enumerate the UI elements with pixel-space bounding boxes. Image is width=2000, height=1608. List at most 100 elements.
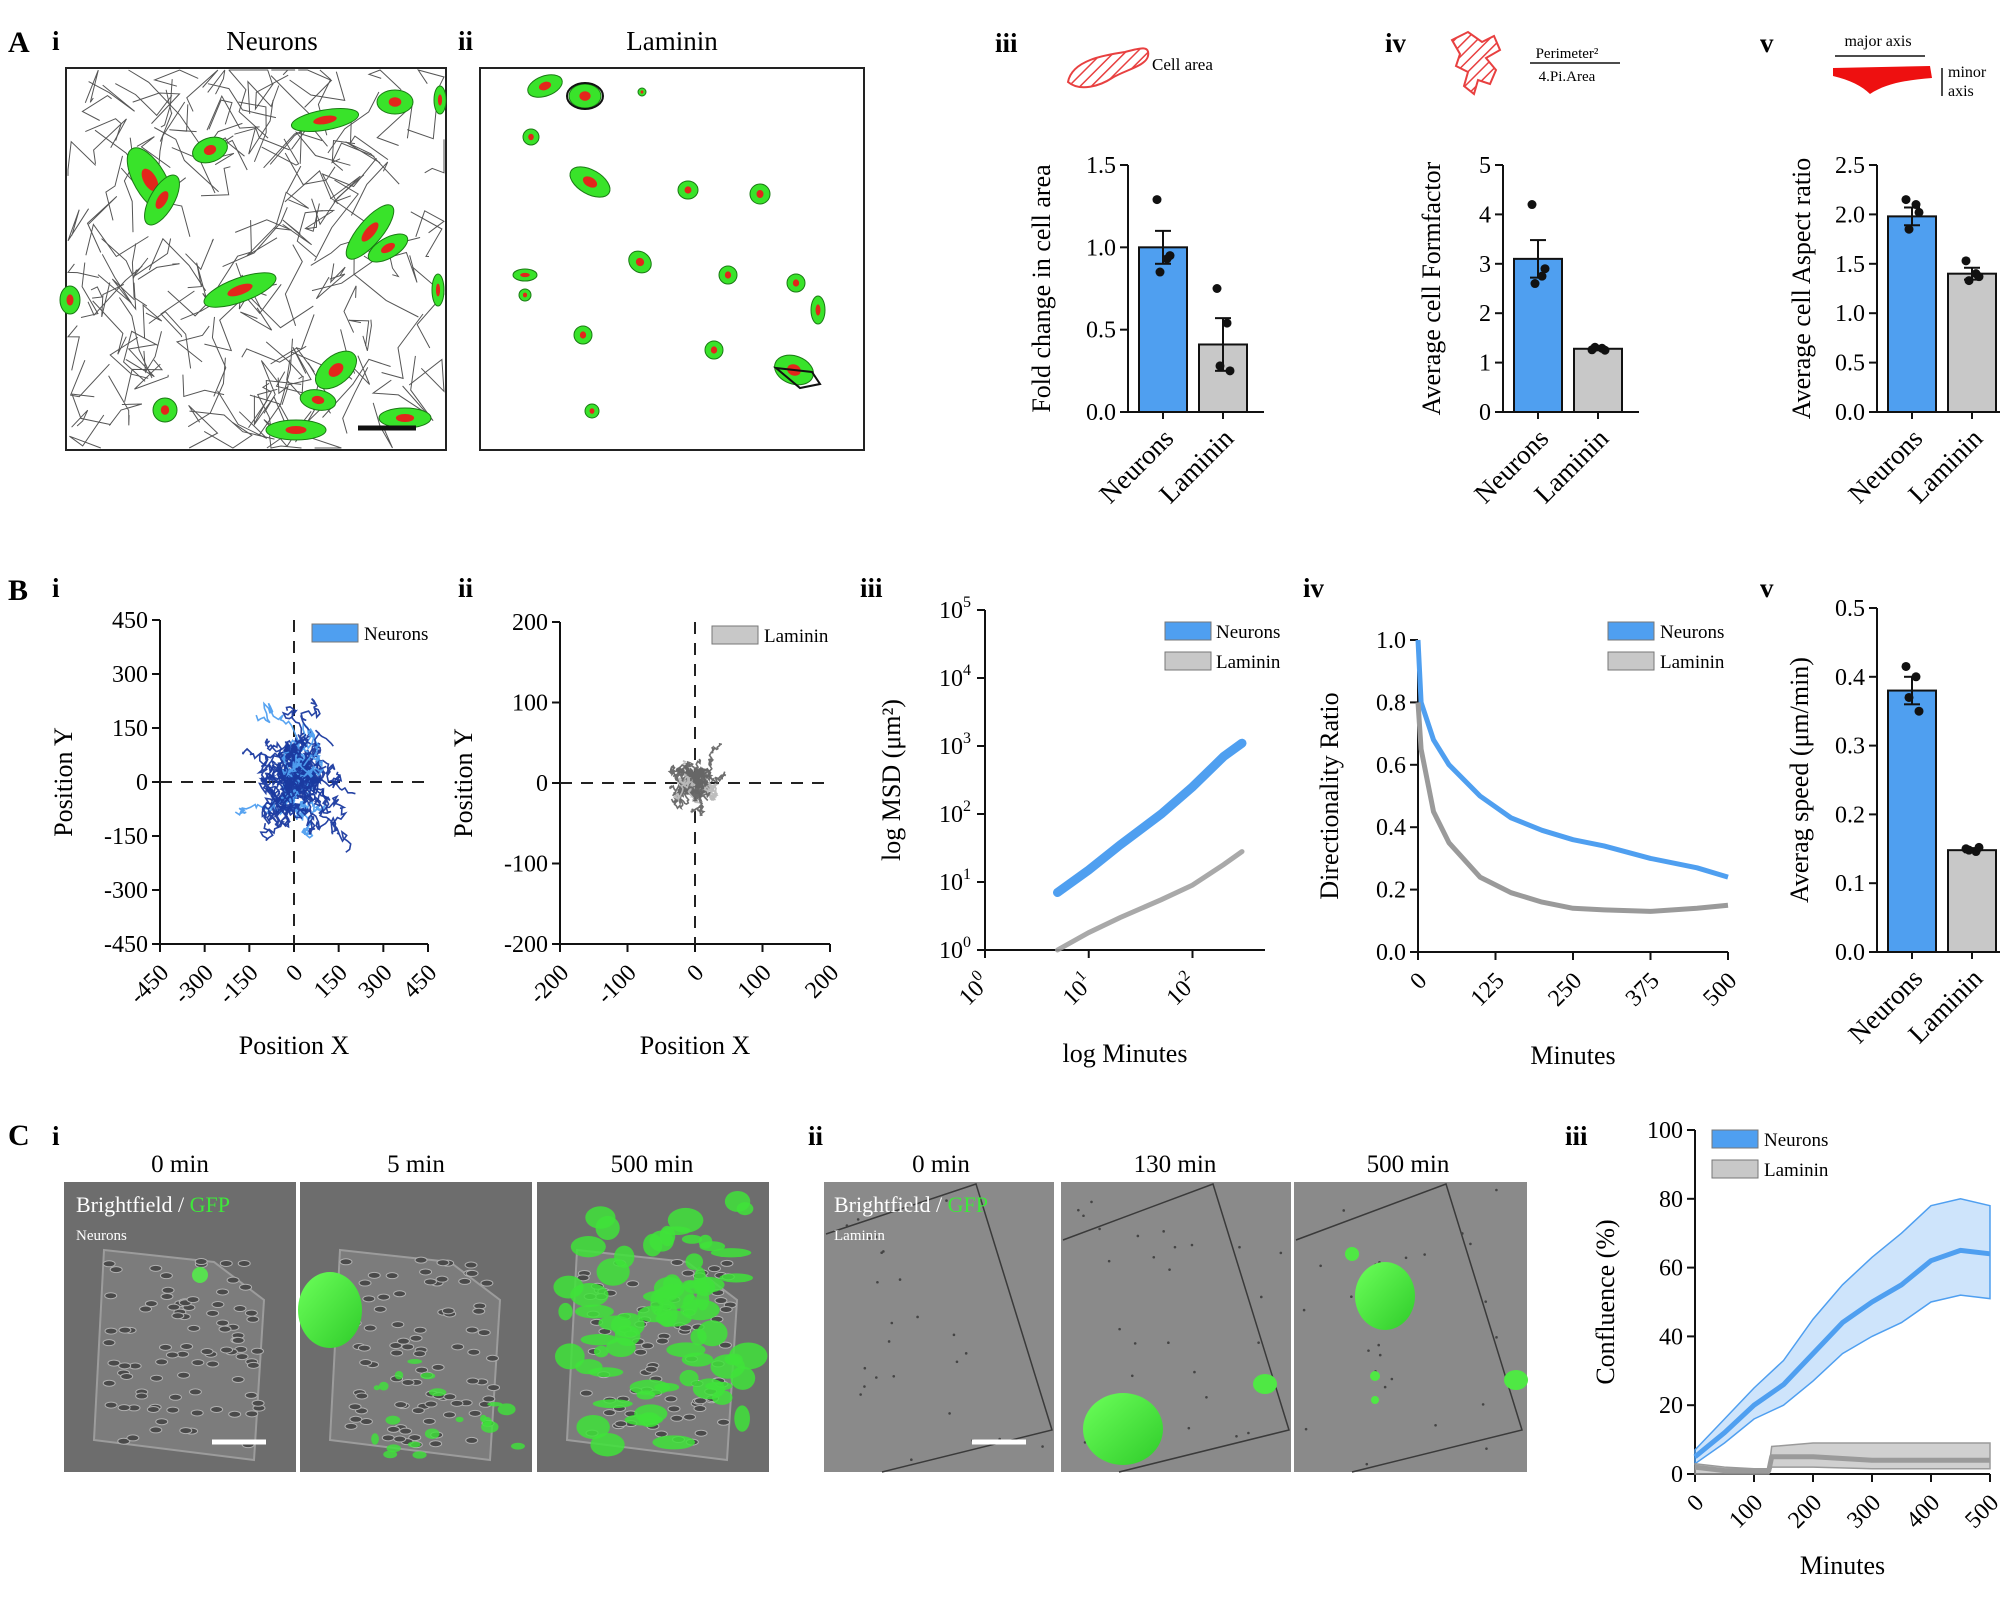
cell <box>480 1279 494 1287</box>
tick-base: 10 <box>1058 976 1093 1011</box>
cell <box>401 1378 415 1386</box>
neuron-cell-core <box>66 294 74 306</box>
cell <box>451 1343 465 1351</box>
msd-y-tick-label: 103 <box>939 730 971 760</box>
cell <box>117 1437 131 1445</box>
neurite-segment <box>298 69 333 108</box>
subpanel-label-a-ii: ii <box>458 26 474 56</box>
debris <box>1118 1327 1121 1331</box>
data-point <box>1974 842 1984 852</box>
gfp-cluster <box>298 1272 362 1348</box>
series-line-neurons <box>1693 1247 1991 1459</box>
tick-base: 10 <box>1162 976 1197 1011</box>
legend-label: Neurons <box>364 624 428 645</box>
debris <box>863 1366 867 1370</box>
cell <box>339 1258 353 1266</box>
laminin-cell-core <box>815 304 821 316</box>
gfp-patch <box>636 1390 656 1400</box>
legend-swatch <box>1607 621 1655 641</box>
debris <box>948 1412 951 1415</box>
neurite-segment <box>286 165 309 209</box>
debris <box>952 1333 956 1337</box>
debris <box>1377 1343 1381 1347</box>
neurite-segment <box>108 403 143 426</box>
panel-a: i Neurons ii Laminin iii Cell area 0.0 0.… <box>52 26 2000 509</box>
chartB4-x-tick-label: 500 <box>1698 968 1742 1012</box>
neuron-cell-core <box>328 363 344 377</box>
legend-swatch <box>1164 621 1212 641</box>
neurite-segment <box>246 191 287 257</box>
msd-y-label: log MSD (μm²) <box>877 699 906 861</box>
gfp-cluster <box>1253 1374 1277 1394</box>
neurite-segment <box>362 319 372 351</box>
data-point <box>1590 342 1600 352</box>
gfp-patch <box>593 1345 609 1358</box>
neurite-segment <box>228 69 273 85</box>
micrographs-laminin <box>824 1182 1528 1473</box>
cell <box>377 1293 391 1301</box>
micrograph-laminin-0 <box>824 1182 1054 1472</box>
tick-exponent: 4 <box>963 662 971 679</box>
cell <box>367 1271 381 1279</box>
overlay-label-c-ii: Brightfield / GFP <box>834 1192 988 1217</box>
cell <box>251 1399 265 1407</box>
cell <box>393 1435 407 1443</box>
neurite-segment <box>69 360 110 398</box>
gfp-patch <box>497 1403 516 1416</box>
chartA3-y-tick-label: 0.5 <box>1086 318 1116 344</box>
neuron-cell-core <box>437 94 443 106</box>
debris <box>1238 1245 1241 1249</box>
cell <box>188 1388 202 1396</box>
neurite-segment <box>143 331 162 374</box>
neurite-segment <box>154 127 219 193</box>
cell <box>373 1305 387 1313</box>
gfp-patch <box>681 1234 703 1244</box>
gfp-patch <box>729 1342 768 1370</box>
bar-laminin <box>1947 849 1997 954</box>
chartA5-y-tick-label: 1.5 <box>1835 252 1865 278</box>
cell <box>250 1347 264 1355</box>
gfp-patch <box>736 1202 754 1216</box>
neuron-cell-core <box>203 145 217 155</box>
cell-outlines-neurons <box>59 85 447 441</box>
cell <box>394 1401 408 1409</box>
gfp-patch <box>649 1230 674 1252</box>
laminin-cell-core <box>640 90 644 94</box>
cell <box>634 1348 648 1356</box>
debris <box>1082 1214 1085 1218</box>
chartB4-x-tick-label: 125 <box>1466 968 1510 1012</box>
debris <box>1090 1200 1093 1204</box>
cell <box>231 1376 245 1384</box>
neurite-segment <box>86 196 118 253</box>
chartB2-y-tick-label: 0 <box>536 771 548 797</box>
neurite-segment <box>204 296 245 352</box>
cell <box>191 1359 205 1367</box>
subpanel-label-a-iv: iv <box>1385 28 1407 58</box>
chartA4-y-label: Average cell Formfactor <box>1417 161 1446 415</box>
debris <box>1279 1251 1283 1255</box>
gfp-patch <box>371 1433 379 1445</box>
neurite-segment <box>175 325 210 363</box>
overlay-brightfield-2: Brightfield / <box>834 1192 948 1217</box>
chartB2-x-tick-label: 200 <box>800 960 844 1004</box>
tick-exponent: 3 <box>963 730 971 747</box>
cell <box>102 1339 116 1347</box>
cell <box>391 1321 405 1329</box>
sample-label-c-ii: Laminin <box>834 1228 885 1244</box>
chartC3-x-tick-label: 100 <box>1724 1490 1768 1534</box>
cell <box>149 1426 163 1434</box>
laminin-pattern-outline <box>1295 1183 1523 1473</box>
debris <box>1481 1403 1485 1406</box>
cell <box>139 1305 153 1313</box>
cell <box>120 1372 134 1380</box>
debris <box>1152 1255 1156 1259</box>
neurite-segment <box>402 355 434 422</box>
gfp-patch <box>719 1273 754 1283</box>
data-point <box>1225 366 1235 376</box>
chartA3-y-label: Fold change in cell area <box>1027 164 1056 413</box>
neurite-segment <box>372 402 393 449</box>
cell <box>436 1259 450 1267</box>
chartB1-x-label: Position X <box>239 1031 350 1060</box>
cell <box>465 1436 479 1444</box>
